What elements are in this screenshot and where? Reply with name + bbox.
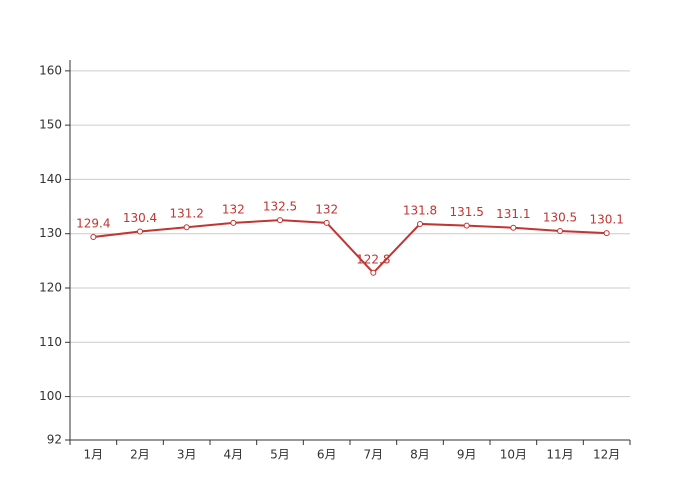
y-tick-label: 92 xyxy=(47,433,62,447)
x-tick-label: 11月 xyxy=(546,448,573,462)
point xyxy=(183,224,190,231)
value-label: 131.8 xyxy=(403,203,437,217)
y-tick-label: 130 xyxy=(39,226,62,240)
value-label: 130.4 xyxy=(123,211,157,225)
point xyxy=(463,222,470,229)
x-tick-label: 7月 xyxy=(364,448,384,462)
point xyxy=(370,269,377,276)
x-tick-label: 8月 xyxy=(410,448,430,462)
value-label: 132.5 xyxy=(263,200,297,214)
y-tick-label: 140 xyxy=(39,172,62,186)
value-label: 122.8 xyxy=(356,252,390,266)
value-label: 132 xyxy=(222,202,245,216)
x-tick-label: 9月 xyxy=(457,448,477,462)
point xyxy=(557,228,563,234)
point xyxy=(323,219,330,226)
value-label: 130.1 xyxy=(589,213,623,227)
y-tick-label: 150 xyxy=(39,118,62,132)
value-label: 131.5 xyxy=(449,205,483,219)
x-tick-label: 5月 xyxy=(270,448,290,462)
value-label: 131.1 xyxy=(496,207,530,221)
value-label: 130.5 xyxy=(543,211,577,225)
point xyxy=(510,224,517,231)
point xyxy=(603,230,610,237)
x-tick-label: 10月 xyxy=(500,448,527,462)
line xyxy=(93,219,607,275)
point xyxy=(277,217,283,224)
value-label: 132 xyxy=(315,202,338,216)
y-tick-label: 160 xyxy=(39,63,62,77)
x-tick-label: 6月 xyxy=(317,448,337,462)
y-tick-label: 110 xyxy=(39,335,62,349)
point xyxy=(230,219,237,226)
value-label: 131.2 xyxy=(169,207,203,221)
point xyxy=(417,220,423,227)
x-tick-label: 3月 xyxy=(177,448,197,462)
x-tick-label: 12月 xyxy=(593,448,620,462)
x-tick-label: 4月 xyxy=(224,448,244,462)
x-tick-label: 1月 xyxy=(84,448,104,462)
y-tick-label: 120 xyxy=(39,281,62,295)
x-tick-label: 2月 xyxy=(130,448,150,462)
y-tick-label: 100 xyxy=(39,389,62,403)
point xyxy=(90,233,97,240)
value-label: 129.4 xyxy=(76,216,110,230)
point xyxy=(137,228,143,235)
